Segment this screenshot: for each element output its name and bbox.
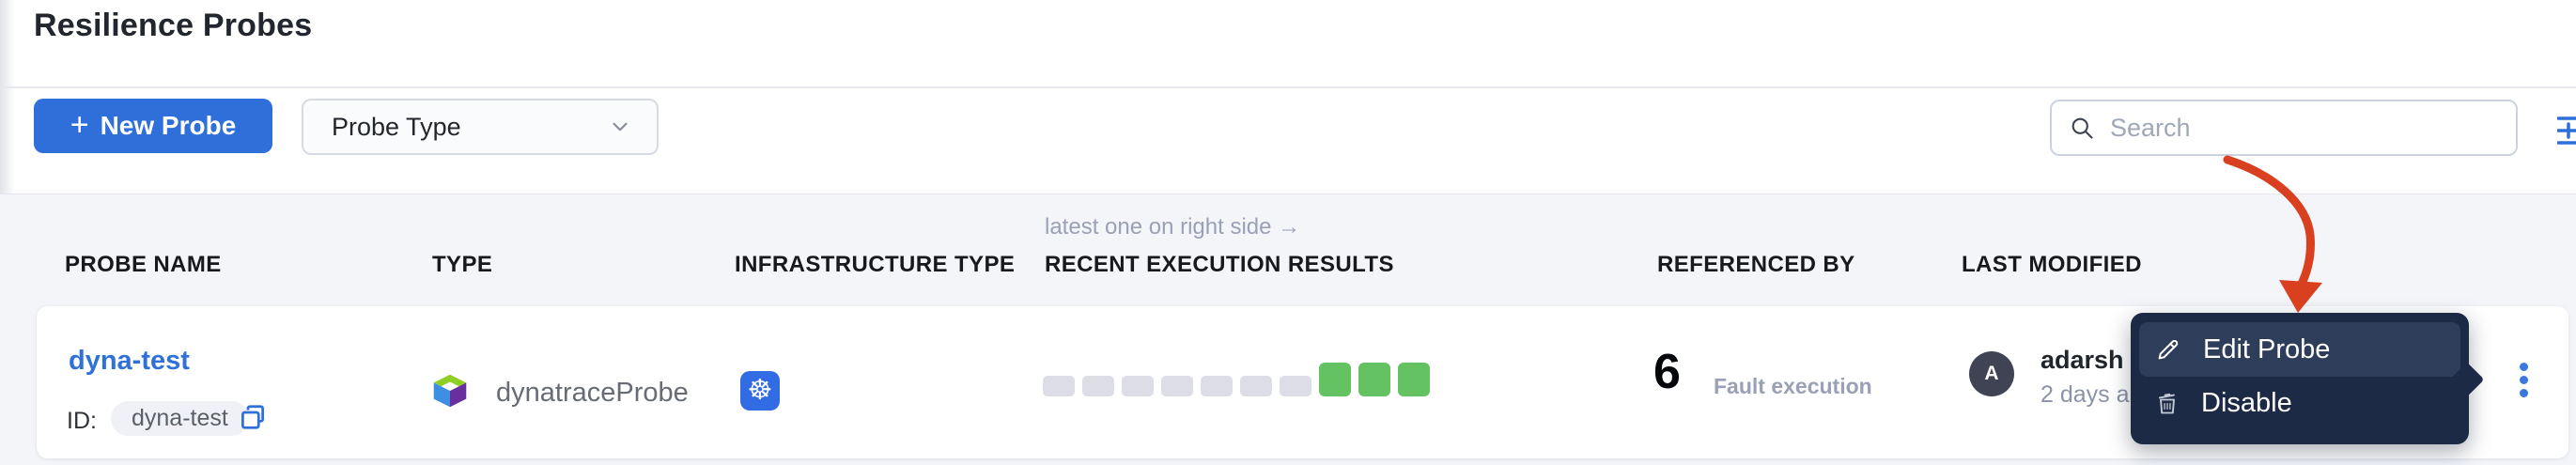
- referenced-by-count: 6: [1653, 345, 1681, 399]
- modified-by-user: adarsh: [2041, 346, 2124, 374]
- latest-run-annotation: latest one on right side →: [1045, 214, 1301, 240]
- probe-id-label: ID:: [67, 408, 97, 434]
- probe-id-value: dyna-test: [111, 401, 249, 436]
- execution-square-empty: [1240, 376, 1272, 396]
- pencil-icon: [2158, 339, 2179, 360]
- modified-time: 2 days a: [2041, 381, 2130, 408]
- menu-item-label: Edit Probe: [2203, 333, 2331, 364]
- execution-square-passed: [1319, 363, 1351, 396]
- plus-icon: +: [70, 106, 89, 143]
- new-probe-button[interactable]: + New Probe: [34, 99, 272, 153]
- probe-name-link[interactable]: dyna-test: [69, 346, 190, 376]
- filter-settings-icon[interactable]: [2556, 111, 2576, 150]
- column-header-recent-executions: RECENT EXECUTION RESULTS: [1045, 252, 1394, 277]
- probe-type-dropdown[interactable]: Probe Type: [302, 99, 659, 155]
- page-title: Resilience Probes: [34, 8, 313, 43]
- dynatrace-icon: [432, 373, 468, 409]
- execution-square-passed: [1398, 363, 1430, 396]
- avatar: A: [1969, 351, 2014, 396]
- row-context-menu: Edit Probe Disable: [2131, 313, 2469, 444]
- execution-square-passed: [1358, 363, 1390, 396]
- chevron-down-icon: [613, 122, 628, 132]
- kubernetes-icon: ☸: [740, 371, 780, 411]
- referenced-by-label: Fault execution: [1714, 374, 1872, 398]
- search-box[interactable]: [2050, 100, 2518, 156]
- column-header-last-modified: LAST MODIFIED: [1962, 252, 2142, 277]
- search-input[interactable]: [2110, 113, 2499, 143]
- execution-results: [1043, 361, 1447, 396]
- execution-square-empty: [1122, 376, 1154, 396]
- avatar-initial: A: [1984, 363, 1999, 384]
- kebab-menu-button[interactable]: [2512, 359, 2535, 400]
- execution-square-empty: [1161, 376, 1193, 396]
- menu-item-disable[interactable]: Disable: [2139, 377, 2460, 429]
- execution-square-empty: [1201, 376, 1233, 396]
- column-header-referenced-by: REFERENCED BY: [1657, 252, 1855, 277]
- kubernetes-wheel-glyph: ☸: [747, 375, 773, 406]
- execution-square-empty: [1043, 376, 1075, 396]
- column-header-probe-name: PROBE NAME: [65, 252, 222, 277]
- probe-type-value: dynatraceProbe: [496, 378, 689, 408]
- execution-square-empty: [1280, 376, 1311, 396]
- menu-item-label: Disable: [2201, 387, 2292, 418]
- trash-icon: [2158, 393, 2175, 414]
- new-probe-label: New Probe: [100, 111, 237, 140]
- menu-item-edit-probe[interactable]: Edit Probe: [2139, 322, 2460, 377]
- search-icon: [2072, 117, 2093, 139]
- header-divider: [0, 86, 2576, 88]
- execution-square-empty: [1082, 376, 1114, 396]
- column-header-infrastructure-type: INFRASTRUCTURE TYPE: [735, 252, 1016, 277]
- probe-type-label: Probe Type: [332, 112, 461, 141]
- column-header-type: TYPE: [432, 252, 493, 277]
- copy-icon[interactable]: [239, 403, 267, 431]
